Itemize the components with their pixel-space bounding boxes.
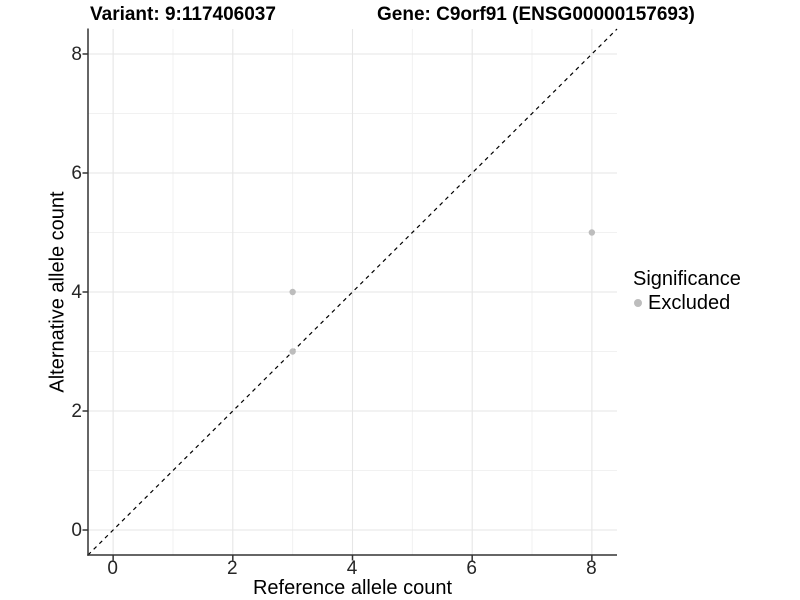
plot-title-gene: Gene: C9orf91 (ENSG00000157693) xyxy=(377,4,695,25)
plot-title-variant: Variant: 9:117406037 xyxy=(90,4,276,25)
excluded-point-icon xyxy=(634,299,642,307)
x-tick-label: 0 xyxy=(107,558,118,579)
data-point xyxy=(588,229,595,236)
plot-area xyxy=(82,28,617,561)
legend-title: Significance xyxy=(633,268,741,290)
y-tick-label: 4 xyxy=(71,282,82,303)
legend-item-label: Excluded xyxy=(648,292,731,314)
x-tick-label: 6 xyxy=(466,558,477,579)
y-tick-label: 6 xyxy=(71,162,82,184)
y-tick-label: 8 xyxy=(71,43,82,65)
legend: Significance Excluded xyxy=(633,268,741,314)
data-point xyxy=(288,348,296,355)
x-tick-label: 2 xyxy=(227,558,238,579)
x-axis-title: Reference allele count xyxy=(252,577,452,599)
x-tick-label: 4 xyxy=(346,558,358,579)
y-tick-label: 2 xyxy=(71,401,82,422)
y-tick-label: 0 xyxy=(71,520,82,541)
data-point xyxy=(288,288,296,296)
legend-item-excluded: Excluded xyxy=(633,292,741,314)
x-tick-label: 8 xyxy=(586,558,597,579)
